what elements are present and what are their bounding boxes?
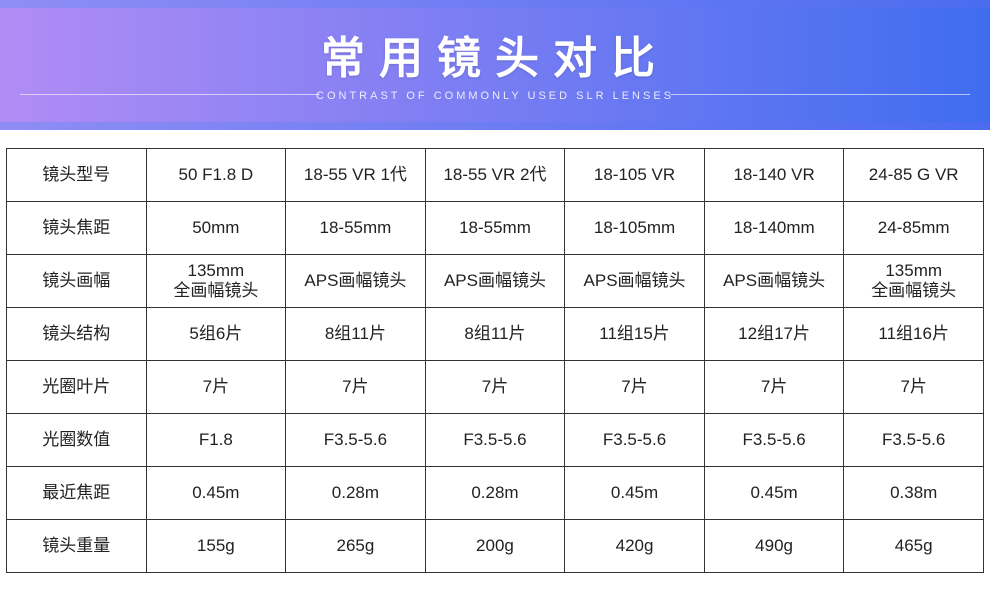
- spec-cell: 18-55 VR 2代: [425, 149, 565, 202]
- row-label: 最近焦距: [7, 467, 147, 520]
- spec-cell: 0.45m: [704, 467, 844, 520]
- spec-cell: 5组6片: [146, 308, 286, 361]
- row-label: 光圈数值: [7, 414, 147, 467]
- spec-cell: 7片: [704, 361, 844, 414]
- comparison-table: 镜头型号50 F1.8 D18-55 VR 1代18-55 VR 2代18-10…: [6, 148, 984, 573]
- banner-stripe-bottom: [0, 122, 990, 130]
- spec-cell: 0.45m: [146, 467, 286, 520]
- spec-cell: 0.45m: [565, 467, 705, 520]
- page-title: 常用镜头对比: [321, 22, 669, 86]
- spec-cell: 200g: [425, 520, 565, 573]
- spec-cell: 24-85 G VR: [844, 149, 984, 202]
- spec-cell: 155g: [146, 520, 286, 573]
- page-subtitle: CONTRAST OF COMMONLY USED SLR LENSES: [316, 90, 674, 102]
- spec-cell: 18-55 VR 1代: [286, 149, 426, 202]
- spec-cell: F3.5-5.6: [565, 414, 705, 467]
- spec-cell: 11组15片: [565, 308, 705, 361]
- spec-cell: 265g: [286, 520, 426, 573]
- spec-cell: 11组16片: [844, 308, 984, 361]
- spec-cell: 465g: [844, 520, 984, 573]
- spec-cell: 18-140 VR: [704, 149, 844, 202]
- table-row: 光圈数值F1.8F3.5-5.6F3.5-5.6F3.5-5.6F3.5-5.6…: [7, 414, 984, 467]
- spec-cell: APS画幅镜头: [425, 255, 565, 308]
- banner-rule-left: [20, 94, 320, 95]
- spec-cell: F3.5-5.6: [844, 414, 984, 467]
- table-row: 镜头画幅135mm全画幅镜头APS画幅镜头APS画幅镜头APS画幅镜头APS画幅…: [7, 255, 984, 308]
- table-row: 镜头型号50 F1.8 D18-55 VR 1代18-55 VR 2代18-10…: [7, 149, 984, 202]
- spec-cell: 18-105mm: [565, 202, 705, 255]
- spec-cell: F3.5-5.6: [425, 414, 565, 467]
- spec-cell: F1.8: [146, 414, 286, 467]
- spec-cell: 8组11片: [425, 308, 565, 361]
- spec-cell: 135mm全画幅镜头: [146, 255, 286, 308]
- row-label: 光圈叶片: [7, 361, 147, 414]
- spec-cell: 0.38m: [844, 467, 984, 520]
- spec-cell: 7片: [146, 361, 286, 414]
- spec-cell: 7片: [565, 361, 705, 414]
- spec-cell: 490g: [704, 520, 844, 573]
- spec-cell: 24-85mm: [844, 202, 984, 255]
- spec-cell: 18-140mm: [704, 202, 844, 255]
- spec-cell: 12组17片: [704, 308, 844, 361]
- comparison-table-body: 镜头型号50 F1.8 D18-55 VR 1代18-55 VR 2代18-10…: [7, 149, 984, 573]
- table-row: 光圈叶片7片7片7片7片7片7片: [7, 361, 984, 414]
- comparison-table-container: 镜头型号50 F1.8 D18-55 VR 1代18-55 VR 2代18-10…: [0, 130, 990, 573]
- title-banner: 常用镜头对比 CONTRAST OF COMMONLY USED SLR LEN…: [0, 0, 990, 130]
- row-label: 镜头焦距: [7, 202, 147, 255]
- row-label: 镜头结构: [7, 308, 147, 361]
- spec-cell: 18-55mm: [425, 202, 565, 255]
- spec-cell: 7片: [286, 361, 426, 414]
- spec-cell: 135mm全画幅镜头: [844, 255, 984, 308]
- spec-cell: APS画幅镜头: [704, 255, 844, 308]
- banner-stripe-top: [0, 0, 990, 8]
- spec-cell: APS画幅镜头: [565, 255, 705, 308]
- row-label: 镜头重量: [7, 520, 147, 573]
- spec-cell: 7片: [844, 361, 984, 414]
- spec-cell: F3.5-5.6: [704, 414, 844, 467]
- table-row: 镜头焦距50mm18-55mm18-55mm18-105mm18-140mm24…: [7, 202, 984, 255]
- table-row: 最近焦距0.45m0.28m0.28m0.45m0.45m0.38m: [7, 467, 984, 520]
- spec-cell: 420g: [565, 520, 705, 573]
- spec-cell: 0.28m: [286, 467, 426, 520]
- table-row: 镜头结构5组6片8组11片8组11片11组15片12组17片11组16片: [7, 308, 984, 361]
- spec-cell: APS画幅镜头: [286, 255, 426, 308]
- spec-cell: 0.28m: [425, 467, 565, 520]
- spec-cell: 8组11片: [286, 308, 426, 361]
- table-row: 镜头重量155g265g200g420g490g465g: [7, 520, 984, 573]
- row-label: 镜头型号: [7, 149, 147, 202]
- spec-cell: 18-105 VR: [565, 149, 705, 202]
- row-label: 镜头画幅: [7, 255, 147, 308]
- spec-cell: 50 F1.8 D: [146, 149, 286, 202]
- spec-cell: 7片: [425, 361, 565, 414]
- banner-rule-right: [670, 94, 970, 95]
- spec-cell: 18-55mm: [286, 202, 426, 255]
- spec-cell: F3.5-5.6: [286, 414, 426, 467]
- spec-cell: 50mm: [146, 202, 286, 255]
